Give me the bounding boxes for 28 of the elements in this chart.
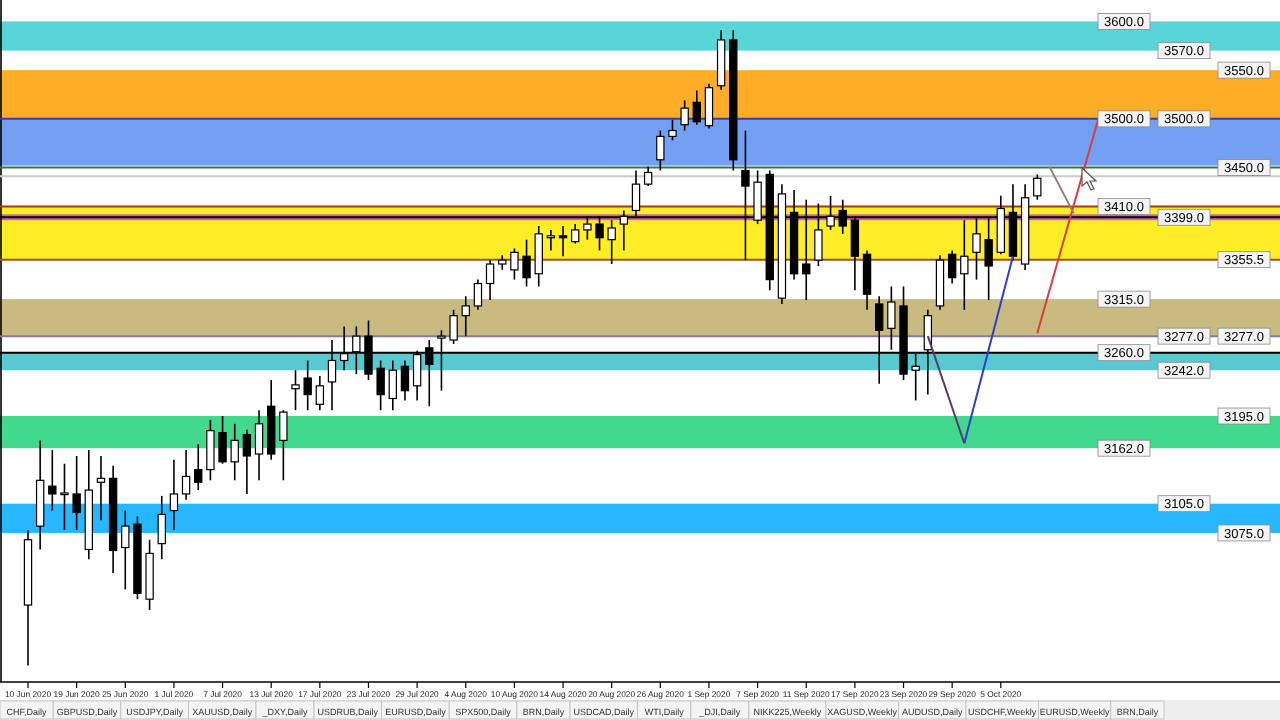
candlestick xyxy=(181,449,191,501)
candlestick xyxy=(169,459,179,531)
candlestick xyxy=(400,359,410,402)
candlestick xyxy=(194,443,203,491)
candlestick xyxy=(558,225,568,258)
candlestick xyxy=(716,29,726,91)
candlestick xyxy=(461,295,470,337)
candlestick xyxy=(935,254,945,311)
candlestick xyxy=(692,89,701,126)
candlestick xyxy=(704,82,714,130)
candlestick xyxy=(947,249,957,285)
candlestick xyxy=(571,223,580,245)
candlestick xyxy=(96,455,106,522)
candlestick xyxy=(473,278,483,311)
candlestick xyxy=(1033,173,1042,201)
candlestick xyxy=(643,165,653,187)
candlestick xyxy=(680,99,689,132)
candlestick xyxy=(862,249,872,311)
candlestick xyxy=(279,409,288,482)
candlestick xyxy=(315,375,325,411)
candlestick xyxy=(35,439,45,551)
candlestick xyxy=(485,259,495,301)
candlestick xyxy=(254,409,264,482)
candlestick xyxy=(546,229,556,252)
candlestick xyxy=(388,359,397,411)
candlestick xyxy=(267,379,276,461)
candlestick xyxy=(242,428,252,495)
candlestick xyxy=(157,495,166,561)
